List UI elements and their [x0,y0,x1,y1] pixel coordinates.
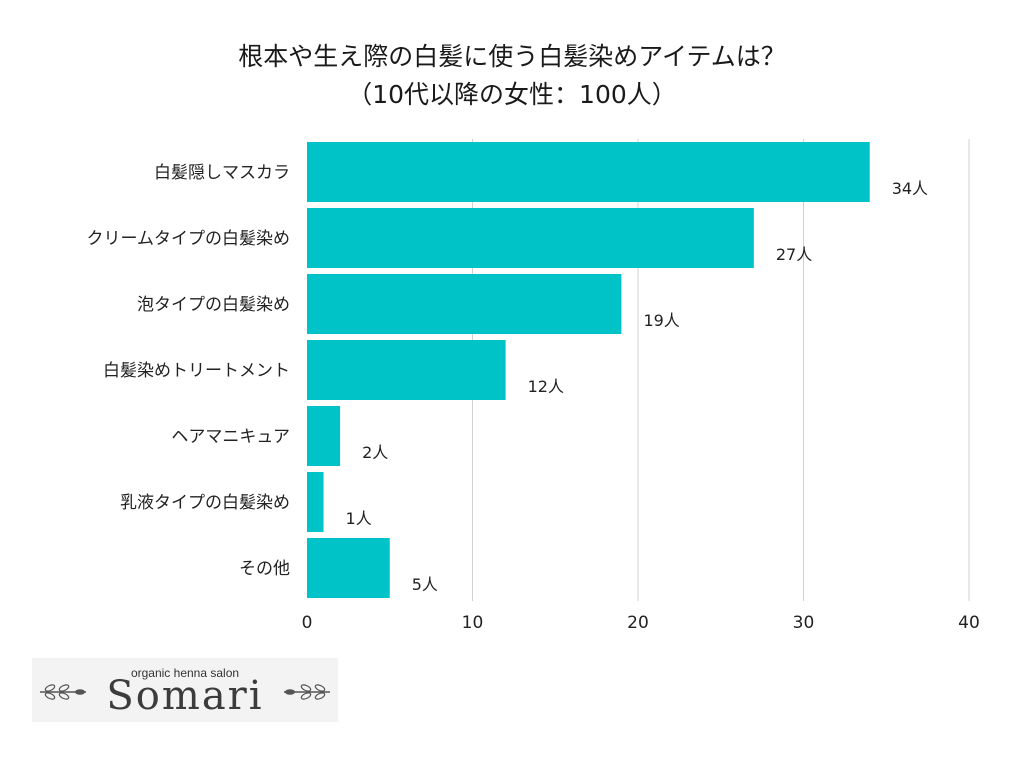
value-label: 12人 [528,377,564,396]
x-tick-label: 10 [462,613,484,633]
bar [307,406,341,466]
x-tick-label: 0 [302,613,313,633]
bar [307,142,870,202]
category-label: ヘアマニキュア [171,427,290,447]
chart-title: 根本や生え際の白髪に使う白髪染めアイテムは？ （10代以降の女性：100人） [0,38,1024,114]
bar [307,538,390,598]
category-label: 泡タイプの白髪染め [137,295,290,315]
value-label: 5人 [412,575,438,594]
bars [307,142,870,598]
x-tick-label: 40 [958,613,980,633]
x-tick-label: 30 [793,613,815,633]
value-label: 2人 [362,443,388,462]
bar [307,340,506,400]
bar [307,274,622,334]
logo-tagline: organic henna salon [130,666,240,680]
bar [307,472,324,532]
chart-title-line1: 根本や生え際の白髪に使う白髪染めアイテムは？ [238,42,786,71]
category-label: 白髪隠しマスカラ [154,163,290,183]
value-label: 1人 [346,509,372,528]
x-axis-ticks: 0 10 20 30 40 [302,613,980,633]
value-labels: 34人 27人 19人 12人 2人 1人 5人 [346,179,929,594]
chart-title-line2: （10代以降の女性：100人） [347,80,677,109]
category-label: クリームタイプの白髪染め [87,229,291,249]
bar-chart: 白髪隠しマスカラクリームタイプの白髪染め泡タイプの白髪染め白髪染めトリートメント… [87,139,980,633]
category-label: 乳液タイプの白髪染め [120,493,290,513]
value-label: 27人 [776,245,812,264]
brand-logo: organic henna salon Somari [32,658,338,722]
category-labels: 白髪隠しマスカラクリームタイプの白髪染め泡タイプの白髪染め白髪染めトリートメント… [87,163,291,579]
right-leaf-ornament-icon [284,684,330,700]
value-label: 19人 [643,311,679,330]
bar [307,208,754,268]
x-tick-label: 20 [627,613,649,633]
logo-wordmark: Somari [106,673,264,719]
category-label: その他 [239,559,290,579]
value-label: 34人 [892,179,928,198]
left-leaf-ornament-icon [40,684,86,700]
category-label: 白髪染めトリートメント [103,361,290,381]
